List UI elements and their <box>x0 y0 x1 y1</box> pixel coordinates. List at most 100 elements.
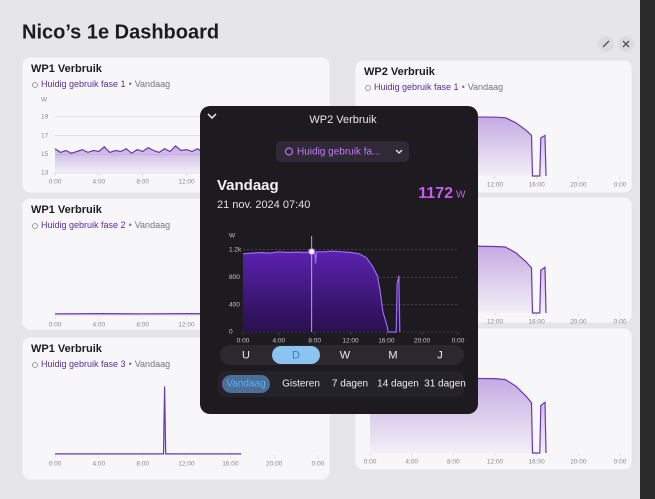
range-bar <box>218 371 464 397</box>
x-tick-label: 12:00 <box>178 461 195 468</box>
range-button[interactable]: 14 dagen <box>377 379 419 390</box>
x-tick-label: 4:00 <box>93 461 106 468</box>
range-label: Vandaag <box>226 379 265 390</box>
edit-icon <box>602 40 610 48</box>
subtitle-entity: Huidig gebruik fase 1 <box>41 79 126 89</box>
current-unit: W <box>456 190 466 201</box>
y-tick-label: 800 <box>229 274 240 281</box>
period-button[interactable]: D <box>272 346 320 364</box>
dropdown-icon <box>284 147 294 156</box>
period-button[interactable]: J <box>437 349 443 361</box>
x-tick-label: 12:00 <box>487 459 504 466</box>
y-axis-unit: W <box>41 97 48 104</box>
y-tick-label: 400 <box>229 301 240 308</box>
dropdown-label: Huidig gebruik fa... <box>297 147 380 158</box>
dropdown-bg <box>276 141 409 162</box>
y-axis-unit: W <box>229 233 236 240</box>
x-tick-label: 20:00 <box>414 338 431 345</box>
period-button[interactable]: W <box>340 349 351 361</box>
x-tick-label: 4:00 <box>405 459 418 466</box>
range-button[interactable]: 7 dagen <box>332 379 368 390</box>
x-tick-label: 8:00 <box>308 338 321 345</box>
subtitle-entity: Huidig gebruik fase 3 <box>41 359 126 369</box>
entity-icon <box>32 362 38 368</box>
x-tick-label: 0:00 <box>312 461 325 468</box>
subtitle-period: Vandaag <box>135 79 170 89</box>
y-tick-label: 1.2k <box>229 246 242 253</box>
x-tick-label: 0:00 <box>614 182 627 189</box>
entity-icon <box>32 82 38 88</box>
series-line <box>242 250 401 333</box>
card-title: WP2 Verbruik <box>364 66 436 78</box>
y-tick-label: 13 <box>41 170 49 177</box>
subtitle-entity: Huidig gebruik fase 2 <box>41 220 126 230</box>
x-tick-label: 16:00 <box>529 182 546 189</box>
timestamp: 21 nov. 2024 07:40 <box>217 199 310 211</box>
hover-point <box>308 248 316 256</box>
x-tick-label: 16:00 <box>378 338 395 345</box>
period-label: U <box>242 349 250 361</box>
x-tick-label: 12:00 <box>178 179 195 186</box>
subtitle-period: Vandaag <box>135 220 170 230</box>
x-tick-label: 16:00 <box>222 461 239 468</box>
subtitle-entity: Huidig gebruik fase 1 <box>374 82 459 92</box>
period-label: J <box>437 349 443 361</box>
range-label: 7 dagen <box>332 379 368 390</box>
entity-dropdown[interactable]: Huidig gebruik fa... <box>276 141 409 162</box>
x-tick-label: 20:00 <box>570 182 587 189</box>
dropdown-chevron <box>395 149 403 154</box>
range-button[interactable]: Gisteren <box>282 379 320 390</box>
x-tick-label: 0:00 <box>614 459 627 466</box>
popup-title: WP2 Verbruik <box>309 114 377 126</box>
x-tick-label: 0:00 <box>364 459 377 466</box>
x-tick-label: 0:00 <box>237 338 250 345</box>
card-subtitle: Huidig gebruik fase 2 • Vandaag <box>41 220 170 230</box>
x-tick-label: 8:00 <box>136 461 149 468</box>
card-title: WP1 Verbruik <box>31 63 103 75</box>
period-button[interactable]: M <box>388 349 397 361</box>
subtitle-separator: • <box>129 220 132 230</box>
subtitle-separator: • <box>129 79 132 89</box>
collapse-button[interactable] <box>207 113 217 120</box>
close-button[interactable] <box>618 36 634 52</box>
entity-icon <box>32 223 38 229</box>
edit-button[interactable] <box>598 36 614 52</box>
x-tick-label: 12:00 <box>178 322 195 329</box>
range-label: 14 dagen <box>377 379 419 390</box>
range-selected-bg <box>222 375 270 393</box>
close-icon <box>622 40 630 48</box>
x-tick-label: 20:00 <box>266 461 283 468</box>
x-tick-label: 0:00 <box>49 461 62 468</box>
x-tick-label: 0:00 <box>49 322 62 329</box>
x-tick-label: 0:00 <box>49 179 62 186</box>
y-tick-label: 19 <box>41 114 49 121</box>
x-tick-label: 8:00 <box>447 459 460 466</box>
y-tick-label: 0 <box>229 329 233 336</box>
x-tick-label: 12:00 <box>342 338 359 345</box>
range-button[interactable]: Vandaag <box>222 375 270 393</box>
x-tick-label: 4:00 <box>93 322 106 329</box>
dashboard-title: Nico’s 1e Dashboard <box>22 21 219 43</box>
current-value: 1172 <box>418 185 453 202</box>
x-tick-label: 12:00 <box>487 319 504 326</box>
x-tick-label: 20:00 <box>570 319 587 326</box>
period-button[interactable]: U <box>242 349 250 361</box>
x-tick-label: 8:00 <box>136 179 149 186</box>
x-tick-label: 8:00 <box>136 322 149 329</box>
subtitle-period: Vandaag <box>468 82 503 92</box>
card-subtitle: Huidig gebruik fase 1 • Vandaag <box>41 79 170 89</box>
card-subtitle: Huidig gebruik fase 3 • Vandaag <box>41 359 170 369</box>
y-tick-label: 15 <box>41 151 49 158</box>
period-label: M <box>388 349 397 361</box>
x-tick-label: 16:00 <box>529 459 546 466</box>
x-tick-label: 16:00 <box>529 319 546 326</box>
series-line <box>55 386 242 455</box>
series-area <box>243 251 400 332</box>
card-subtitle: Huidig gebruik fase 1 • Vandaag <box>374 82 503 92</box>
range-button[interactable]: 31 dagen <box>424 379 466 390</box>
range-label: Gisteren <box>282 379 320 390</box>
x-tick-label: 4:00 <box>93 179 106 186</box>
entity-icon <box>365 85 371 91</box>
x-tick-label: 4:00 <box>273 338 286 345</box>
